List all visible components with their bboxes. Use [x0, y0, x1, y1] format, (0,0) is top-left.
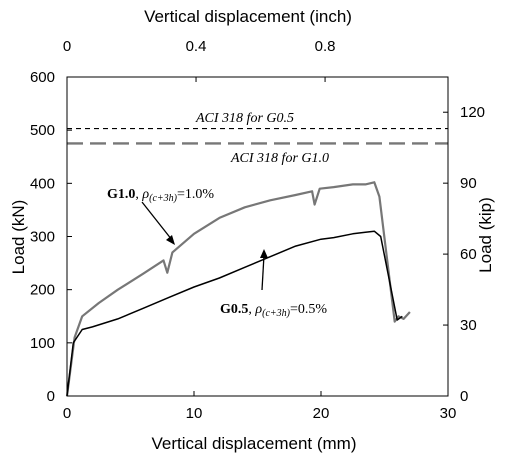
series-line-g0-5: [66, 230, 403, 397]
y-tick-label-left-500: 500: [30, 122, 55, 139]
y-tick-label-left-0: 0: [47, 388, 55, 405]
x-tick-label-bottom-30: 30: [440, 405, 457, 422]
reference-label-g05: ACI 318 for G0.5: [195, 111, 294, 126]
y-tick-label-left-400: 400: [30, 175, 55, 192]
y-tick-label-left-100: 100: [30, 335, 55, 352]
series-layer: [65, 181, 411, 397]
y-tick-label-left-600: 600: [30, 69, 55, 86]
x-tick-label-top-0: 0: [63, 38, 71, 55]
top-axis-title: Vertical displacement (inch): [144, 7, 352, 26]
x-tick-label-bottom-20: 20: [313, 405, 330, 422]
x-tick-label-bottom-0: 0: [63, 405, 71, 422]
left-axis-title: Load (kN): [9, 200, 28, 275]
y-tick-label-right-60: 60: [460, 246, 477, 263]
y-tick-label-right-90: 90: [460, 175, 477, 192]
arrow-g10: [141, 201, 175, 245]
x-tick-label-bottom-10: 10: [186, 405, 203, 422]
y-tick-label-left-200: 200: [30, 282, 55, 299]
series-label-g10: G1.0, ρ(c+3h)=1.0%: [107, 187, 214, 204]
plot-frame: [66, 76, 449, 397]
right-axis-title: Load (kip): [476, 197, 495, 273]
x-tick-label-top-1: 0.4: [186, 38, 207, 55]
x-tick-label-top-2: 0.8: [315, 38, 336, 55]
reference-label-g10: ACI 318 for G1.0: [230, 151, 329, 166]
reference-lines-layer: [67, 127, 448, 145]
series-line-g1-0: [65, 181, 411, 397]
y-tick-label-right-0: 0: [460, 388, 468, 405]
tick-layer: 0 10 20 300 0.4 0.801002003004005006000306090…: [30, 38, 485, 422]
y-tick-label-right-30: 30: [460, 317, 477, 334]
series-label-g05: G0.5, ρ(c+3h)=0.5%: [220, 302, 327, 319]
y-tick-label-right-120: 120: [460, 104, 485, 121]
y-tick-label-left-300: 300: [30, 229, 55, 246]
bottom-axis-title: Vertical displacement (mm): [151, 434, 356, 453]
arrow-g05: [260, 249, 268, 291]
